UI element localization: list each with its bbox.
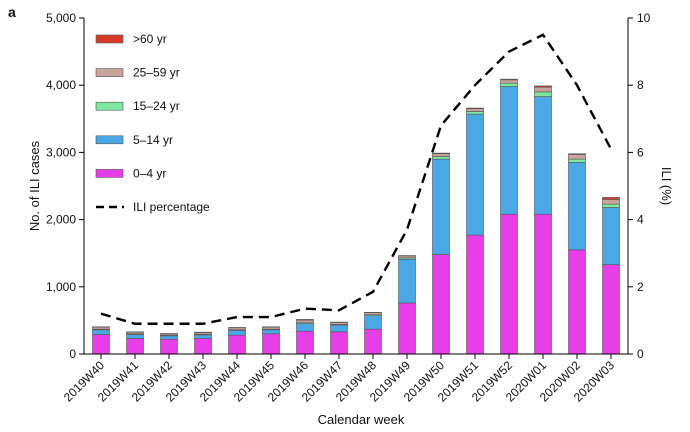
y2-tick-label: 4 xyxy=(637,213,644,227)
bar-2020W01-series-1 xyxy=(534,96,552,215)
bar-2019W46-series-1 xyxy=(296,323,314,332)
legend-label: 25–59 yr xyxy=(133,66,180,80)
y2-axis-title: ILI (%) xyxy=(659,167,674,205)
legend-label: ILI percentage xyxy=(133,200,210,214)
bar-2020W01-series-4 xyxy=(534,85,552,88)
y-axis-title: No. of ILI cases xyxy=(27,140,42,231)
bar-2019W50-series-2 xyxy=(432,156,450,160)
legend-swatch-2 xyxy=(95,101,124,111)
bar-2019W47-series-3 xyxy=(330,322,348,325)
y-tick-label: 5,000 xyxy=(46,11,76,25)
y-tick-label: 1,000 xyxy=(46,280,76,294)
y-tick-label: 0 xyxy=(69,347,76,361)
bar-2019W51-series-1 xyxy=(466,113,484,236)
bar-2020W03-series-0 xyxy=(602,264,620,355)
bar-2019W40-series-3 xyxy=(92,326,110,330)
bar-2020W02-series-2 xyxy=(568,158,586,163)
legend-swatch-0 xyxy=(95,34,124,44)
bar-2020W02-series-0 xyxy=(568,249,586,355)
bar-2019W41-series-0 xyxy=(126,338,144,355)
y-tick-label: 3,000 xyxy=(46,145,76,159)
bar-2019W40-series-0 xyxy=(92,334,110,355)
bar-2019W45-series-0 xyxy=(262,333,280,355)
bar-2019W46-series-4 xyxy=(296,319,314,321)
y-tick-label: 2,000 xyxy=(46,213,76,227)
bar-2020W03-series-2 xyxy=(602,203,620,208)
y-tick-label: 4,000 xyxy=(46,78,76,92)
bar-2019W52-series-3 xyxy=(500,79,518,84)
bar-2019W43-series-0 xyxy=(194,338,212,355)
legend-label: 15–24 yr xyxy=(133,99,180,113)
bar-2019W50-series-0 xyxy=(432,254,450,355)
bar-2019W52-series-1 xyxy=(500,86,518,215)
legend-swatch-3 xyxy=(95,135,124,145)
bar-2020W02-series-1 xyxy=(568,162,586,251)
bar-2019W41-series-1 xyxy=(126,334,144,339)
bar-2019W51-series-0 xyxy=(466,234,484,355)
bar-2019W52-series-4 xyxy=(500,78,518,81)
bar-2019W42-series-1 xyxy=(160,335,178,340)
bar-2019W44-series-1 xyxy=(228,330,246,336)
legend-swatch-1 xyxy=(95,68,124,77)
y2-tick-label: 2 xyxy=(637,280,644,294)
bar-2019W47-series-0 xyxy=(330,331,348,355)
x-axis-title: Calendar week xyxy=(318,412,405,427)
bar-2020W03-series-3 xyxy=(602,199,620,205)
bar-2019W48-series-0 xyxy=(364,328,382,355)
bar-2019W44-series-0 xyxy=(228,334,246,355)
bar-2020W03-series-1 xyxy=(602,207,620,265)
legend-swatch-4 xyxy=(95,169,124,178)
y2-tick-label: 10 xyxy=(637,11,651,25)
ili-percentage-line xyxy=(100,33,613,325)
bar-2020W01-series-0 xyxy=(534,213,552,355)
bar-2019W47-series-1 xyxy=(330,324,348,333)
bar-2020W02-series-4 xyxy=(568,153,586,155)
bar-2019W49-series-1 xyxy=(398,258,416,304)
panel-label: a xyxy=(8,4,16,20)
bar-2019W49-series-0 xyxy=(398,302,416,355)
bar-2019W52-series-2 xyxy=(500,82,518,87)
legend-label: 5–14 yr xyxy=(133,133,173,147)
bar-2019W50-series-4 xyxy=(432,152,450,155)
bar-2020W02-series-3 xyxy=(568,154,586,160)
bar-2020W03-series-4 xyxy=(602,197,620,200)
bar-2020W01-series-2 xyxy=(534,91,552,97)
y2-tick-label: 6 xyxy=(637,145,644,159)
bar-2020W01-series-3 xyxy=(534,86,552,93)
bar-2019W45-series-3 xyxy=(262,326,280,330)
bar-2019W51-series-2 xyxy=(466,111,484,115)
bar-2019W46-series-3 xyxy=(296,319,314,324)
bar-2019W43-series-1 xyxy=(194,334,212,339)
bar-2019W48-series-1 xyxy=(364,315,382,330)
legend: >60 yr 25–59 yr 15–24 yr 5–14 yr 0–4 yr ILI p… xyxy=(95,32,210,214)
bar-2019W50-series-3 xyxy=(432,153,450,157)
bar-2019W51-series-4 xyxy=(466,107,484,110)
legend-label: 0–4 yr xyxy=(133,166,166,180)
bar-2019W45-series-1 xyxy=(262,329,280,335)
y2-tick-label: 8 xyxy=(637,78,644,92)
bar-2019W49-series-3 xyxy=(398,255,416,259)
bar-2019W51-series-3 xyxy=(466,108,484,112)
y2-tick-label: 0 xyxy=(637,347,644,361)
bar-2019W40-series-1 xyxy=(92,329,110,335)
bar-2019W46-series-0 xyxy=(296,330,314,355)
bar-2019W52-series-0 xyxy=(500,213,518,355)
ili-line-group xyxy=(100,33,613,325)
bar-group xyxy=(92,78,620,355)
legend-label: >60 yr xyxy=(133,32,167,46)
bar-2019W42-series-0 xyxy=(160,338,178,355)
bar-2019W50-series-1 xyxy=(432,158,450,255)
